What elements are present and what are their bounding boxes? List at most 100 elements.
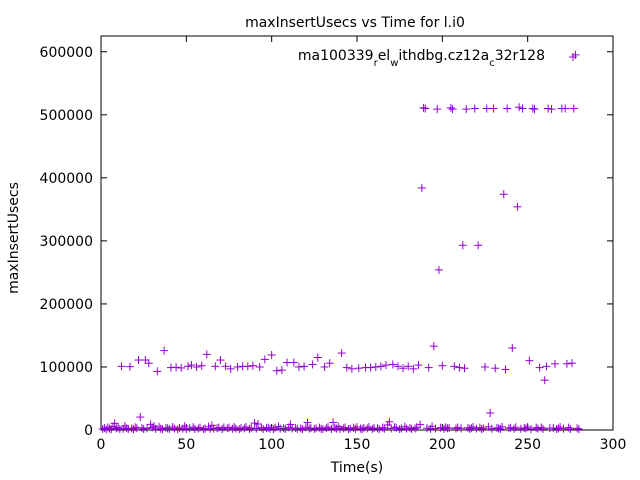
data-point (190, 424, 199, 433)
data-point (385, 417, 394, 426)
data-point (378, 423, 387, 432)
y-axis-title: maxInsertUsecs (6, 182, 22, 294)
data-point (390, 423, 399, 432)
data-point (318, 425, 327, 434)
data-point (341, 423, 350, 432)
data-point (194, 424, 203, 433)
data-point (182, 425, 191, 434)
data-point (559, 424, 568, 433)
data-point (475, 423, 484, 432)
data-point (477, 425, 486, 434)
data-point (510, 424, 519, 433)
data-point (175, 423, 184, 432)
x-tick-label: 250 (514, 437, 541, 453)
data-point (428, 422, 437, 431)
data-point (470, 104, 479, 113)
data-point (498, 422, 507, 431)
legend-text-part: ma100339 (298, 48, 374, 64)
data-point (202, 350, 211, 359)
y-tick-label: 300000 (40, 234, 93, 250)
data-point (460, 364, 469, 373)
data-point (136, 413, 145, 422)
data-point (274, 422, 283, 431)
data-point (225, 423, 233, 432)
y-axis: 0 100000 200000 300000 400000 500000 600000 (40, 45, 613, 439)
data-point (525, 356, 534, 365)
data-point (312, 424, 321, 433)
data-point (100, 423, 109, 432)
data-point (344, 425, 353, 434)
data-point (160, 346, 169, 355)
data-point (129, 425, 138, 434)
data-point (207, 421, 216, 430)
data-point (170, 424, 179, 433)
data-points (98, 50, 583, 434)
data-point (409, 364, 418, 373)
data-point (387, 424, 396, 433)
data-point (158, 425, 167, 434)
data-point (479, 424, 488, 433)
data-point (177, 363, 186, 372)
x-axis-title: Time(s) (330, 460, 383, 476)
data-point (515, 103, 524, 112)
data-point (320, 362, 329, 371)
data-point (537, 423, 546, 432)
x-axis: 0 50 100 150 200 250 300 (97, 36, 626, 453)
data-point (310, 424, 319, 433)
data-point (289, 358, 298, 367)
data-point (455, 363, 464, 372)
data-point (98, 424, 107, 433)
data-point (358, 425, 367, 434)
data-point (376, 362, 385, 371)
x-tick-label: 150 (344, 437, 371, 453)
data-point (161, 423, 170, 432)
legend-text-part: c (489, 58, 495, 69)
data-point (184, 362, 193, 371)
data-point (173, 425, 182, 434)
data-point (434, 265, 443, 274)
legend-text-part: r (374, 58, 379, 69)
data-point (440, 424, 449, 433)
data-point (221, 362, 230, 371)
data-point (424, 363, 433, 372)
data-point (323, 423, 332, 432)
legend-text-part: w (390, 58, 398, 69)
data-point (359, 423, 368, 432)
data-point (527, 425, 536, 434)
y-tick-label: 100000 (40, 360, 93, 376)
data-point (429, 342, 438, 351)
data-point (445, 423, 454, 432)
y-tick-label: 600000 (40, 45, 93, 61)
data-point (300, 362, 309, 371)
data-point (218, 424, 227, 433)
data-point (347, 364, 356, 373)
data-point (482, 104, 491, 113)
data-point (392, 423, 401, 432)
y-tick-label: 200000 (40, 297, 93, 313)
data-point (349, 423, 358, 432)
legend-label: ma100339relwithdbg.cz12ac32r128 (298, 48, 545, 69)
data-point (163, 424, 172, 433)
data-point (103, 423, 112, 432)
data-point (105, 424, 114, 433)
data-point (240, 424, 249, 433)
data-point (523, 422, 532, 431)
x-tick-label: 0 (97, 437, 106, 453)
data-point (561, 104, 570, 113)
data-point (453, 423, 462, 432)
data-point (257, 423, 266, 432)
data-point (226, 364, 235, 373)
data-point (474, 241, 483, 250)
data-point (492, 423, 501, 432)
data-point (126, 362, 135, 371)
data-point (465, 424, 474, 433)
data-point (446, 103, 455, 112)
data-point (528, 104, 537, 113)
data-point (462, 105, 471, 114)
data-point (301, 423, 310, 432)
data-point (329, 418, 338, 427)
data-point (371, 362, 380, 371)
data-point (530, 105, 539, 114)
data-point (260, 355, 269, 364)
